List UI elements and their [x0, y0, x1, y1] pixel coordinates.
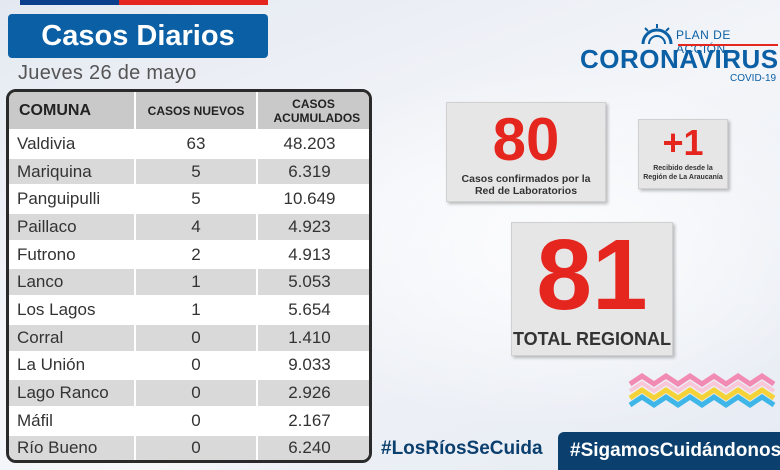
- hashtag-losrios: #LosRíosSeCuida: [381, 438, 543, 459]
- logo-covid-text: COVID-19: [730, 73, 777, 84]
- cell-casos-acumulados: 5.654: [257, 296, 369, 325]
- total-regional-card: 81 TOTAL REGIONAL: [511, 222, 673, 356]
- decorative-waves-icon: [628, 372, 776, 409]
- cell-comuna: Valdivia: [9, 130, 136, 159]
- table-header-row: COMUNA CASOS NUEVOS CASOS ACUMULADOS: [9, 92, 369, 131]
- table-row: Futrono 2 4.913: [9, 240, 369, 270]
- cell-comuna: Futrono: [9, 240, 136, 270]
- table-row: Máfil 0 2.167: [9, 406, 369, 436]
- table-row: Valdivia 63 48.203: [9, 130, 369, 159]
- cell-casos-acumulados: 1.410: [257, 323, 369, 353]
- flag-stripe: [20, 0, 268, 5]
- table-row: Los Lagos 1 5.654: [9, 296, 369, 325]
- sun-emblem-icon: [641, 24, 673, 45]
- cell-comuna: La Unión: [9, 351, 136, 381]
- received-cases-label: Recibido desde la Región de La Araucanía: [643, 165, 723, 181]
- cell-casos-acumulados: 48.203: [257, 130, 369, 159]
- cell-comuna: Los Lagos: [9, 296, 136, 325]
- table-row: Paillaco 4 4.923: [9, 213, 369, 242]
- cell-casos-nuevos: 2: [135, 240, 258, 270]
- header-casos-nuevos: CASOS NUEVOS: [135, 92, 258, 131]
- table-row: Mariquina 5 6.319: [9, 157, 369, 187]
- cases-table: COMUNA CASOS NUEVOS CASOS ACUMULADOS Val…: [6, 89, 372, 463]
- table-row: La Unión 0 9.033: [9, 351, 369, 381]
- header-casos-acumulados: CASOS ACUMULADOS: [257, 92, 369, 131]
- cell-comuna: Lanco: [9, 268, 136, 298]
- page-title: Casos Diarios: [8, 14, 268, 58]
- header-comuna: COMUNA: [9, 92, 136, 131]
- table-row: Panguipulli 5 10.649: [9, 185, 369, 215]
- date-label: Jueves 26 de mayo: [18, 62, 197, 84]
- table-row: Corral 0 1.410: [9, 323, 369, 353]
- cell-casos-acumulados: 6.319: [257, 157, 369, 187]
- cell-casos-nuevos: 5: [135, 157, 258, 187]
- logo-underline: [678, 44, 778, 46]
- cell-casos-nuevos: 63: [135, 130, 258, 159]
- cell-casos-acumulados: 2.926: [257, 379, 369, 408]
- cell-comuna: Panguipulli: [9, 185, 136, 215]
- coronavirus-logo: PLAN DE ACCIÓN CORONAVIRUS COVID-19: [578, 22, 780, 84]
- cell-casos-nuevos: 4: [135, 213, 258, 242]
- total-regional-value: 81: [536, 219, 648, 331]
- received-cases-value: +1: [662, 122, 704, 163]
- cell-comuna: Máfil: [9, 406, 136, 436]
- cell-casos-acumulados: 4.923: [257, 213, 369, 242]
- table-body: Valdivia 63 48.203 Mariquina 5 6.319 Panguipul…: [9, 130, 369, 460]
- cell-comuna: Lago Ranco: [9, 379, 136, 408]
- cell-casos-acumulados: 4.913: [257, 240, 369, 270]
- table-row: Lanco 1 5.053: [9, 268, 369, 298]
- cell-casos-nuevos: 0: [135, 406, 258, 436]
- cell-casos-nuevos: 1: [135, 296, 258, 325]
- cell-casos-acumulados: 6.240: [257, 434, 369, 460]
- cell-casos-acumulados: 2.167: [257, 406, 369, 436]
- cell-casos-nuevos: 0: [135, 323, 258, 353]
- hashtag-sigamos: #SigamosCuidándonos: [558, 432, 780, 470]
- cell-casos-nuevos: 0: [135, 379, 258, 408]
- header-casos-acumulados-label: CASOS ACUMULADOS: [273, 96, 361, 125]
- table-row: Lago Ranco 0 2.926: [9, 379, 369, 408]
- confirmed-cases-card: 80 Casos confirmados por la Red de Labor…: [446, 102, 606, 202]
- confirmed-cases-label: Casos confirmados por la Red de Laborato…: [461, 173, 591, 197]
- cell-casos-nuevos: 0: [135, 351, 258, 381]
- received-cases-card: +1 Recibido desde la Región de La Arauca…: [638, 119, 728, 189]
- table-row: Río Bueno 0 6.240: [9, 434, 369, 460]
- cell-comuna: Río Bueno: [9, 434, 136, 460]
- cell-casos-nuevos: 5: [135, 185, 258, 215]
- hashtag-sigamos-label: #SigamosCuidándonos: [570, 440, 780, 461]
- total-regional-label: TOTAL REGIONAL: [512, 329, 671, 349]
- confirmed-cases-value: 80: [492, 106, 560, 173]
- cell-casos-acumulados: 10.649: [257, 185, 369, 215]
- logo-coronavirus-text: CORONAVIRUS: [580, 44, 779, 74]
- cell-comuna: Mariquina: [9, 157, 136, 187]
- cell-casos-nuevos: 0: [135, 434, 258, 460]
- cell-casos-acumulados: 9.033: [257, 351, 369, 381]
- cell-casos-nuevos: 1: [135, 268, 258, 298]
- cell-comuna: Corral: [9, 323, 136, 353]
- cell-comuna: Paillaco: [9, 213, 136, 242]
- cell-casos-acumulados: 5.053: [257, 268, 369, 298]
